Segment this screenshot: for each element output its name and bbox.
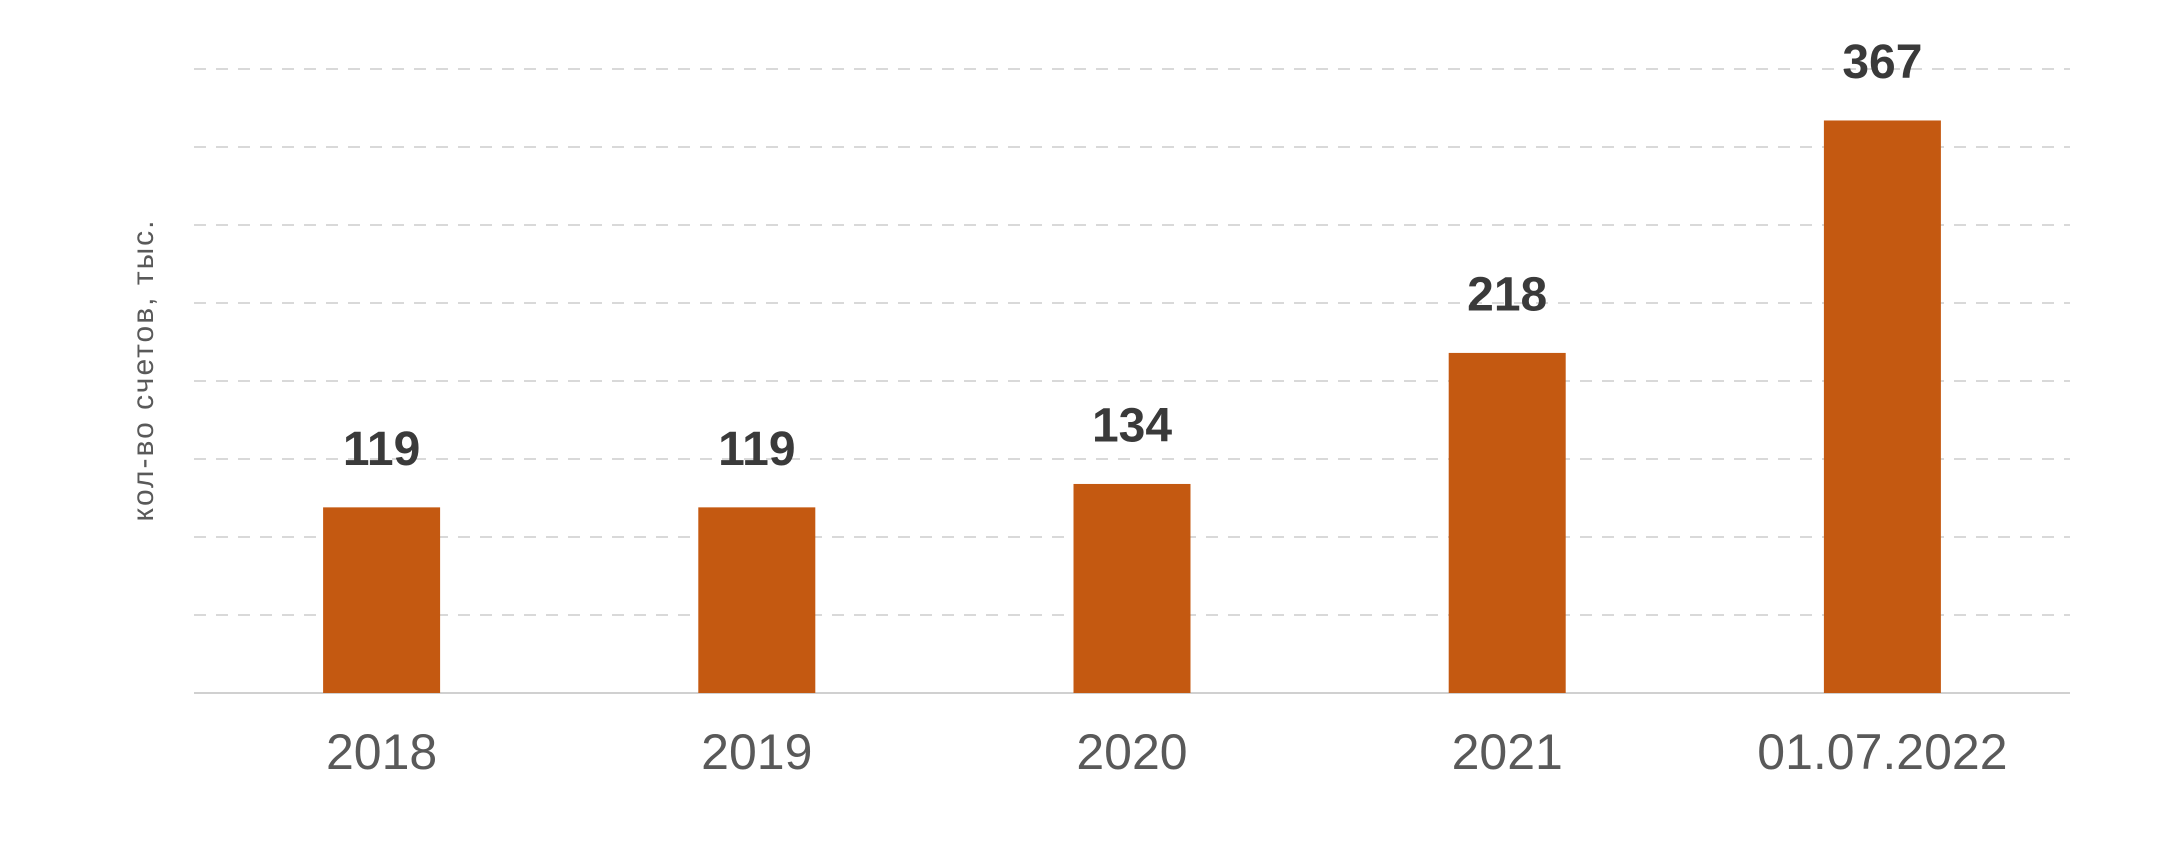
bar <box>323 507 441 693</box>
value-label: 119 <box>718 423 795 476</box>
value-label: 367 <box>1842 36 1922 89</box>
bar <box>1823 120 1941 694</box>
x-tick-label: 2020 <box>1076 724 1187 780</box>
y-axis-label: кол-во счетов, тыс. <box>127 219 160 522</box>
x-tick-label: 2021 <box>1452 724 1563 780</box>
bar <box>1073 483 1191 693</box>
x-tick-label: 2019 <box>701 724 812 780</box>
bar <box>1448 352 1566 693</box>
value-label: 119 <box>343 423 420 476</box>
value-label: 218 <box>1467 269 1547 322</box>
bar <box>698 507 816 693</box>
value-label: 134 <box>1092 400 1172 453</box>
x-tick-label: 01.07.2022 <box>1757 724 2007 780</box>
x-tick-label: 2018 <box>326 724 437 780</box>
